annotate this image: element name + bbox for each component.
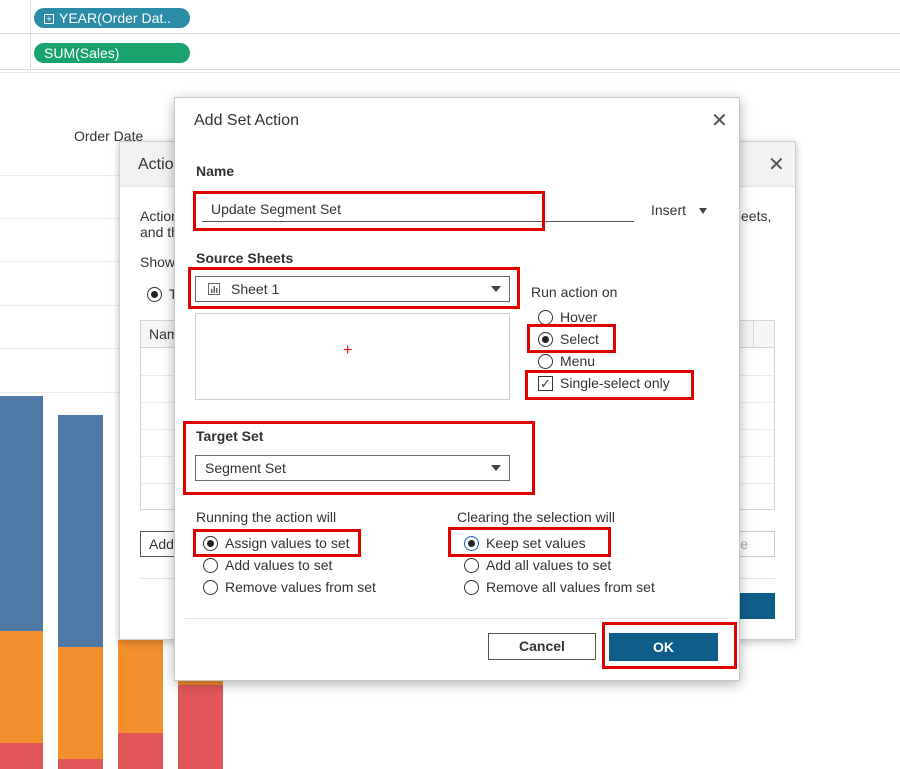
run-option-hover-radio[interactable] — [538, 310, 553, 325]
clearing-option-add-all-label: Add all values to set — [486, 557, 612, 573]
source-sheet-value: Sheet 1 — [231, 281, 280, 297]
cursor-crosshair-icon: + — [343, 342, 353, 359]
expand-icon: + — [44, 14, 54, 25]
single-select-checkbox[interactable]: ✓ — [538, 376, 553, 391]
running-option-remove-radio[interactable] — [203, 580, 218, 595]
footer-divider — [185, 618, 729, 619]
pill-label: YEAR(Order Dat.. — [59, 10, 172, 26]
insert-label: Insert — [651, 202, 687, 218]
shelf-divider — [0, 72, 900, 73]
sheet-icon — [208, 283, 220, 295]
run-option-menu-radio[interactable] — [538, 354, 553, 369]
bar-segment[interactable] — [0, 631, 43, 743]
show-radio[interactable] — [147, 287, 162, 302]
target-set-select[interactable]: Segment Set — [195, 455, 510, 481]
run-option-select-label: Select — [560, 331, 599, 347]
single-select-label: Single-select only — [560, 375, 670, 391]
target-set-value: Segment Set — [205, 460, 286, 476]
columns-shelf: + YEAR(Order Dat.. — [0, 0, 900, 34]
actions-dialog-title: Actio — [138, 156, 174, 173]
actions-description: Action — [140, 208, 179, 224]
bar-segment[interactable] — [118, 640, 163, 733]
clearing-option-remove-all-radio[interactable] — [464, 580, 479, 595]
pill-label: SUM(Sales) — [44, 45, 120, 61]
sum-sales-pill[interactable]: SUM(Sales) — [34, 43, 190, 63]
bar-segment[interactable] — [118, 733, 163, 769]
show-label: Show — [140, 254, 176, 270]
name-label: Name — [196, 163, 235, 179]
chevron-down-icon — [491, 465, 501, 471]
ok-button[interactable]: OK — [609, 633, 718, 661]
show-radio-label: T — [169, 286, 178, 302]
actions-description-right: eets, — [741, 208, 772, 224]
running-action-label: Running the action will — [196, 509, 337, 525]
gridline — [0, 392, 120, 393]
run-option-hover-label: Hover — [560, 309, 598, 325]
clearing-selection-label: Clearing the selection will — [457, 509, 615, 525]
close-icon[interactable]: ✕ — [711, 110, 728, 132]
clearing-option-add-all-radio[interactable] — [464, 558, 479, 573]
run-option-menu-label: Menu — [560, 353, 596, 369]
column-header-order-date: Order Date — [74, 128, 144, 144]
run-option-select-radio[interactable] — [538, 332, 553, 347]
insert-dropdown[interactable]: Insert — [651, 202, 707, 218]
actions-description-line2: and th — [140, 224, 179, 240]
target-set-label: Target Set — [196, 428, 264, 444]
bar-segment[interactable] — [0, 743, 43, 769]
bar-segment[interactable] — [58, 759, 103, 769]
running-option-add-label: Add values to set — [225, 557, 333, 573]
clearing-option-keep-label: Keep set values — [486, 535, 586, 551]
running-option-add-radio[interactable] — [203, 558, 218, 573]
gridline — [0, 348, 120, 349]
gridline — [0, 261, 120, 262]
name-input[interactable] — [202, 196, 634, 222]
bar-segment[interactable] — [178, 681, 223, 685]
gridline — [0, 305, 120, 306]
clearing-option-remove-all-label: Remove all values from set — [486, 579, 655, 595]
close-icon[interactable]: ✕ — [768, 154, 785, 176]
dialog-title: Add Set Action — [194, 112, 299, 129]
source-sheet-select[interactable]: Sheet 1 — [195, 276, 510, 302]
source-sheets-list[interactable]: + — [195, 313, 510, 400]
rows-shelf: SUM(Sales) — [0, 34, 900, 70]
running-option-assign-label: Assign values to set — [225, 535, 350, 551]
add-set-action-dialog: Add Set Action ✕ Name Insert Source Shee… — [174, 97, 740, 681]
bar-segment[interactable] — [178, 685, 223, 769]
bar-segment[interactable] — [0, 396, 43, 631]
chevron-down-icon — [491, 286, 501, 292]
gridline — [0, 175, 120, 176]
bar-segment[interactable] — [58, 415, 103, 647]
run-action-on-label: Run action on — [531, 284, 618, 300]
running-option-assign-radio[interactable] — [203, 536, 218, 551]
chevron-down-icon — [698, 208, 707, 215]
cancel-button[interactable]: Cancel — [488, 633, 596, 660]
gridline — [0, 218, 120, 219]
running-option-remove-label: Remove values from set — [225, 579, 376, 595]
clearing-option-keep-radio[interactable] — [464, 536, 479, 551]
table-header-name: Nam — [149, 326, 179, 342]
year-order-date-pill[interactable]: + YEAR(Order Dat.. — [34, 8, 190, 28]
source-sheets-label: Source Sheets — [196, 250, 294, 266]
bar-segment[interactable] — [58, 647, 103, 759]
